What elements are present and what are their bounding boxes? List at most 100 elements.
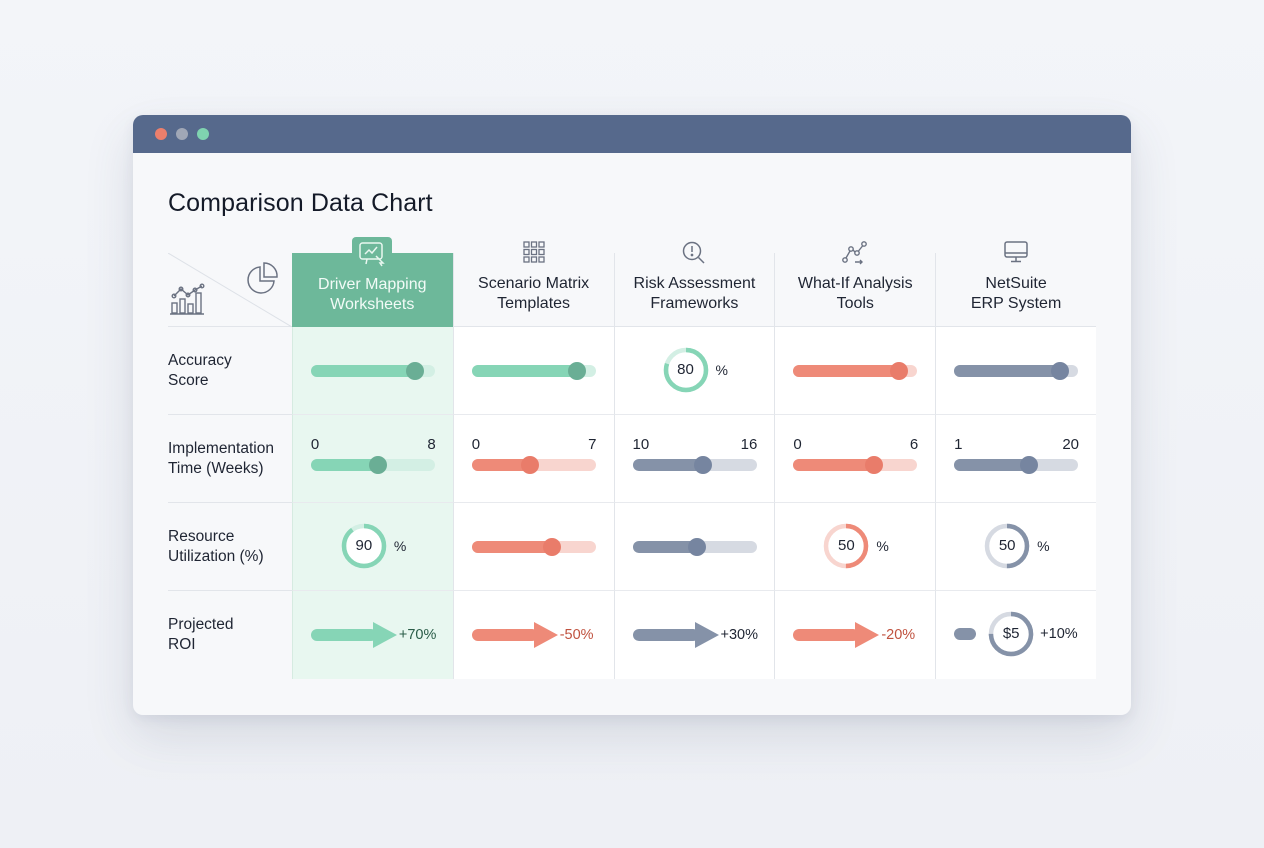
column-header-label: Scenario Matrix Templates: [478, 274, 589, 314]
column-header-what-if-analysis[interactable]: What-If Analysis Tools: [774, 241, 936, 327]
comparison-table: Driver Mapping Worksheets Scenario Matrix…: [168, 237, 1096, 679]
percent-unit: %: [876, 538, 889, 554]
slider-track[interactable]: [310, 362, 435, 380]
slider-track[interactable]: [793, 362, 918, 380]
arrow-right-icon: [632, 622, 719, 648]
label-line-2: ERP System: [970, 295, 1062, 312]
roi-arrow-group: -20%: [793, 621, 915, 649]
slider-knob[interactable]: [864, 456, 883, 474]
range-min-label: 0: [310, 436, 320, 453]
percent-unit: %: [1037, 538, 1050, 554]
roi-value: +30%: [720, 627, 759, 643]
label-line-2: Tools: [836, 295, 874, 312]
slider-fill: [632, 459, 704, 471]
presentation-chart-icon: [352, 237, 393, 273]
slider-knob[interactable]: [543, 538, 562, 556]
ring-value: $5: [1002, 625, 1020, 642]
range-min-label: 1: [954, 436, 963, 453]
cell-roi-3: -20%: [774, 591, 936, 679]
column-header-netsuite-erp[interactable]: NetSuite ERP System: [935, 241, 1096, 327]
ring-value: 50: [838, 537, 855, 554]
line-bar-chart-icon: [170, 283, 205, 315]
slider-knob[interactable]: [1050, 362, 1069, 380]
range-max-label: 16: [740, 436, 758, 453]
label-line-2: Frameworks: [650, 295, 739, 312]
slider-fill: [793, 459, 874, 471]
cell-accuracy-3: [774, 327, 936, 415]
column-header-risk-assessment[interactable]: Risk Assessment Frameworks: [613, 241, 775, 327]
cell-resource-4: 50%: [935, 503, 1096, 591]
range-max-label: 8: [427, 436, 436, 453]
progress-ring: 90: [341, 523, 387, 569]
label-line-1: Scenario Matrix: [478, 275, 590, 292]
slider-fill: [310, 365, 416, 377]
cell-implementation-4: 1 20: [935, 415, 1096, 503]
column-header-label: Driver Mapping Worksheets: [318, 275, 426, 315]
row-label-line-2: Utilization (%): [168, 547, 264, 565]
slider-fill: [471, 365, 578, 377]
slider-knob[interactable]: [889, 362, 908, 380]
progress-ring: $5: [988, 611, 1034, 657]
row-label-line-2: Score: [168, 371, 209, 389]
slider-knob[interactable]: [694, 456, 713, 474]
cell-resource-2: [613, 503, 775, 591]
label-line-1: Driver Mapping: [318, 276, 427, 293]
slider-fill: [954, 459, 1029, 471]
slider-knob[interactable]: [406, 362, 425, 380]
slider-track[interactable]: [632, 538, 757, 556]
cell-roi-0: +70%: [291, 591, 453, 679]
slider-knob[interactable]: [568, 362, 587, 380]
column-header-label: NetSuite ERP System: [971, 274, 1061, 314]
cell-accuracy-4: [935, 327, 1096, 415]
maximize-button[interactable]: [197, 128, 209, 140]
progress-ring: 50: [823, 523, 869, 569]
monitor-icon: [1003, 240, 1029, 270]
label-line-1: NetSuite: [985, 275, 1047, 292]
cell-resource-3: 50%: [774, 503, 936, 591]
cell-roi-4: $5 +10%: [935, 591, 1096, 679]
row-label: Accuracy Score: [168, 327, 292, 415]
range-max-label: 7: [588, 436, 597, 453]
cell-accuracy-0: [291, 327, 453, 415]
slider-fill: [310, 459, 378, 471]
slider-fill: [471, 541, 553, 553]
arrow-right-icon: [310, 622, 397, 648]
slider-track[interactable]: [471, 538, 596, 556]
roi-value: -50%: [559, 627, 594, 643]
corner-cell: [168, 253, 292, 327]
slider-fill: [471, 459, 530, 471]
slider-knob[interactable]: [368, 456, 387, 474]
column-header-label: Risk Assessment Frameworks: [634, 274, 756, 314]
slider-track[interactable]: [632, 456, 757, 474]
slider-track[interactable]: [793, 456, 918, 474]
slider-track[interactable]: [310, 456, 435, 474]
label-line-1: What-If Analysis: [797, 275, 913, 292]
cell-roi-2: +30%: [613, 591, 775, 679]
cell-accuracy-1: [452, 327, 614, 415]
app-window: Comparison Data Chart Driver Mapping Work…: [133, 115, 1131, 715]
label-line-2: Templates: [497, 295, 571, 312]
progress-ring: 80: [663, 347, 709, 393]
minimize-button[interactable]: [176, 128, 188, 140]
slider-track[interactable]: [471, 456, 596, 474]
row-implementation-time: Implementation Time (Weeks) 0 8 0 7 10 16 0 6 1 20: [168, 415, 1096, 503]
column-header-driver-mapping[interactable]: Driver Mapping Worksheets: [291, 237, 453, 327]
row-label: Projected ROI: [168, 591, 292, 679]
cell-resource-1: [452, 503, 614, 591]
roi-arrow-group: +70%: [310, 621, 436, 649]
path-nodes-icon: [841, 240, 869, 272]
slider-knob[interactable]: [1019, 456, 1038, 474]
slider-knob[interactable]: [687, 538, 706, 556]
close-button[interactable]: [155, 128, 167, 140]
slider-knob[interactable]: [520, 456, 539, 474]
roi-arrow-group: +30%: [632, 621, 759, 649]
arrow-right-icon: [471, 622, 558, 648]
slider-track[interactable]: [954, 362, 1079, 380]
cell-roi-1: -50%: [452, 591, 614, 679]
roi-arrow-group: -50%: [471, 621, 594, 649]
slider-track[interactable]: [471, 362, 596, 380]
column-header-scenario-matrix[interactable]: Scenario Matrix Templates: [452, 241, 614, 327]
roi-pill: [954, 628, 977, 640]
slider-track[interactable]: [954, 456, 1079, 474]
